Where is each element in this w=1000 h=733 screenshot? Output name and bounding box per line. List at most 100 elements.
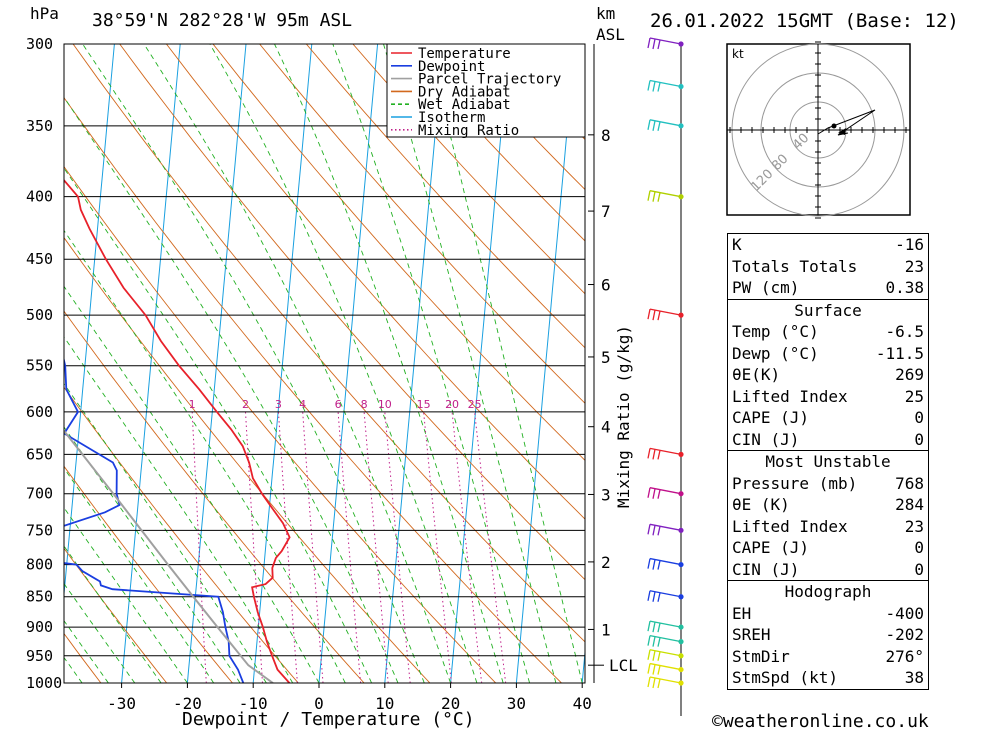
isobars	[64, 43, 585, 684]
height-axis: 1 2 3 4 5 6 7 8 LCL	[588, 44, 638, 683]
pressure-tick-label: 900	[26, 618, 53, 636]
x-tick-label: -20	[173, 694, 202, 713]
height-tick-label: 5	[601, 348, 611, 367]
isotherm-line	[318, 44, 379, 683]
hodo-label: StmSpd (kt)	[732, 668, 838, 687]
mu-value: 0	[914, 538, 924, 557]
isotherm-line	[186, 44, 247, 683]
wind-barb	[647, 487, 682, 499]
surface-value: -6.5	[885, 322, 924, 341]
index-value: 23	[904, 256, 924, 276]
x-tick-label: -30	[107, 694, 136, 713]
x-tick-label: -10	[239, 694, 268, 713]
mixing-ratio-label: 8	[361, 398, 368, 411]
index-label: Totals Totals	[732, 256, 858, 276]
mixing-ratio-label: 10	[378, 398, 392, 411]
profiles	[64, 178, 291, 683]
dry-adiabat-line	[64, 165, 497, 683]
wind-barb-dot	[678, 561, 684, 568]
x-tick-label: 40	[573, 694, 592, 713]
dry-adiabat-line	[64, 310, 365, 683]
pressure-tick-label: 800	[26, 556, 53, 574]
wind-barb	[647, 634, 682, 647]
isotherm-line	[648, 44, 707, 683]
surface-value: 269	[895, 365, 924, 384]
mixing-ratio-axis-label: Mixing Ratio (g/kg)	[614, 324, 633, 508]
wind-barb	[647, 590, 682, 602]
legend-label: Dewpoint	[418, 59, 485, 75]
mu-label: Pressure (mb)	[732, 473, 858, 493]
dry-adiabat-line	[72, 44, 585, 643]
pressure-tick-label: 750	[26, 521, 53, 539]
wind-barb	[647, 119, 682, 131]
surface-title: Surface	[794, 300, 862, 320]
pressure-tick-label: 650	[26, 445, 53, 463]
pressure-tick-label: 950	[26, 647, 53, 665]
pressure-tick-label: 550	[26, 357, 53, 375]
wet-adiabat-line	[64, 285, 320, 683]
mixing-ratio-label: 3	[275, 398, 282, 411]
plot-frame	[63, 43, 586, 684]
wet-adiabat-line	[64, 545, 162, 683]
most-unstable-title: Most Unstable	[765, 452, 891, 471]
mu-value: 0	[914, 559, 924, 579]
indices-panel: K -16 Totals Totals 23 PW (cm) 0.38 Surface…	[727, 233, 929, 690]
x-tick-label: 30	[507, 694, 526, 713]
isotherm-line	[252, 44, 313, 683]
lcl-label: LCL	[609, 656, 638, 675]
mixing-ratio-label: 4	[299, 398, 306, 411]
legend-label: Wet Adiabat	[418, 97, 511, 113]
surface-value: 25	[904, 386, 924, 406]
dewpoint-line	[64, 356, 245, 683]
mu-value: 768	[895, 473, 924, 493]
mu-value: 284	[895, 495, 924, 514]
wind-barb	[647, 447, 682, 460]
wind-barb-column	[647, 37, 684, 716]
pressure-tick-labels: 300 350 400 450 500 550 600 650 700 750 800 850 900 9…	[26, 35, 62, 692]
wind-barb-dot	[678, 624, 684, 630]
index-value: -16	[895, 235, 924, 254]
legend-box	[386, 43, 586, 138]
pressure-tick-label: 600	[26, 403, 53, 421]
hodograph-trace	[817, 109, 876, 136]
wind-barb-dot	[678, 653, 684, 659]
mixing-ratio-line	[423, 411, 452, 683]
dry-adiabat-line	[399, 44, 585, 242]
isotherm-line	[121, 44, 181, 683]
height-unit-km: km	[596, 4, 616, 23]
mixing-ratio-line	[337, 411, 362, 683]
wet-adiabat-line	[209, 44, 478, 683]
height-tick-label: 1	[601, 620, 611, 639]
x-tick-label: 10	[375, 694, 394, 713]
height-unit-asl: ASL	[596, 25, 625, 44]
mu-label: CAPE (J)	[732, 538, 810, 557]
dry-adiabat-line	[64, 547, 168, 683]
legend-label: Temperature	[418, 46, 511, 62]
wet-adiabat-line	[64, 582, 136, 683]
dry-adiabat-line	[305, 44, 585, 349]
mixing-ratio-labels: 1 2 3 4 6 8 10 15 20 25	[189, 398, 482, 411]
pressure-tick-label: 700	[26, 485, 53, 503]
isotherm-line	[450, 44, 510, 683]
pressure-tick-label: 500	[26, 306, 53, 324]
surface-value: 0	[914, 429, 924, 449]
wind-barb	[647, 308, 682, 321]
surface-label: Dewp (°C)	[732, 343, 819, 363]
legend-label: Mixing Ratio	[418, 123, 519, 139]
hodograph-title: Hodograph	[784, 582, 872, 601]
wet-adiabat-line	[274, 44, 504, 683]
wind-barb	[647, 79, 682, 92]
wind-barb	[647, 620, 682, 633]
hodo-value: 38	[904, 668, 924, 687]
mixing-ratio-label: 15	[417, 398, 431, 411]
height-tick-label: 7	[601, 202, 611, 221]
hodo-value: -202	[885, 625, 924, 644]
mixing-ratio-line	[191, 411, 207, 683]
mu-label: θE (K)	[732, 495, 790, 514]
mixing-ratio-label: 25	[468, 398, 482, 411]
wind-barb	[647, 662, 682, 675]
surface-value: 0	[914, 408, 924, 427]
x-tick-label: 0	[314, 694, 324, 713]
mu-label: Lifted Index	[732, 516, 848, 536]
